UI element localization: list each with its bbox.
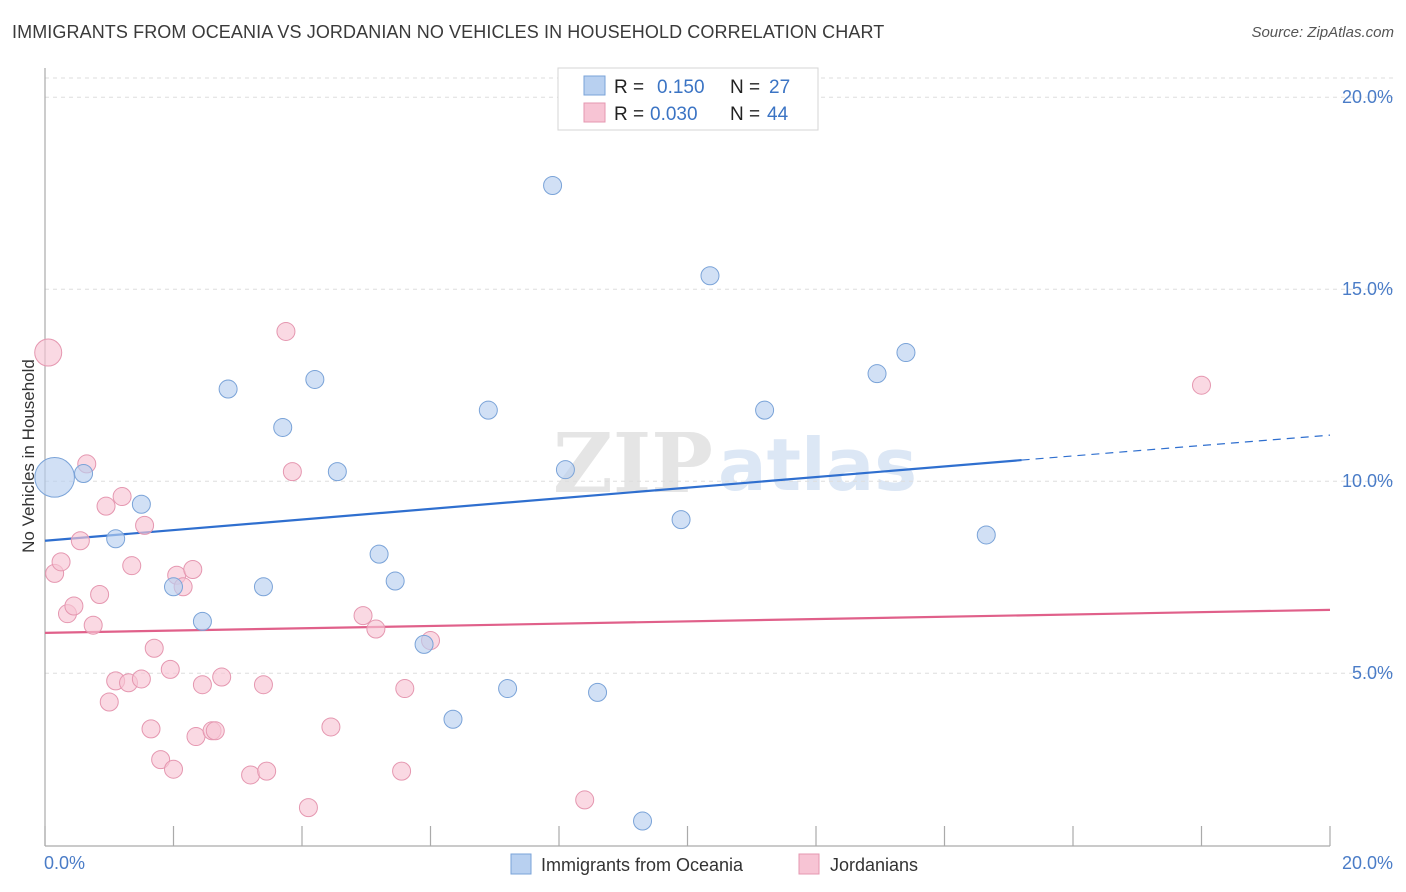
data-point-jordanians — [395, 679, 415, 699]
legend-swatch-pink — [583, 102, 606, 123]
data-point-oceania — [443, 709, 463, 729]
data-point-jordanians — [192, 675, 212, 695]
data-point-oceania — [588, 682, 608, 702]
data-point-jordanians — [257, 761, 277, 781]
y-axis-label: No Vehicles in Household — [19, 359, 38, 553]
data-point-jordanians — [135, 515, 155, 535]
data-point-jordanians — [253, 675, 273, 695]
data-point-jordanians — [99, 692, 119, 712]
data-point-jordanians — [164, 759, 183, 779]
y-tick-label: 5.0% — [1352, 663, 1393, 683]
series-oceania-points — [34, 176, 996, 831]
data-point-jordanians — [366, 619, 386, 639]
legend-swatch-blue — [583, 75, 606, 96]
y-tick-label: 20.0% — [1342, 87, 1393, 107]
data-point-jordanians — [34, 338, 63, 367]
data-point-jordanians — [241, 765, 261, 785]
data-point-oceania — [896, 343, 916, 363]
data-point-jordanians — [212, 667, 232, 687]
data-point-oceania — [164, 577, 183, 597]
legend-n-label-1: N = — [730, 77, 760, 98]
data-point-oceania — [414, 634, 434, 654]
data-point-jordanians — [90, 584, 110, 604]
data-point-jordanians — [96, 496, 116, 516]
data-point-jordanians — [70, 531, 90, 551]
data-point-jordanians — [186, 727, 206, 747]
data-point-jordanians — [83, 615, 103, 635]
source-label: Source: ZipAtlas.com — [1251, 24, 1394, 41]
data-point-jordanians — [183, 560, 203, 580]
trend-line-oceania — [44, 458, 1022, 542]
data-point-oceania — [755, 400, 775, 420]
series-legend: Immigrants from Oceania Jordanians — [510, 853, 918, 875]
legend-r-value-2: 0.030 — [650, 104, 698, 125]
legend-n-value-2: 44 — [767, 104, 789, 125]
data-point-oceania — [976, 525, 996, 545]
data-point-jordanians — [321, 717, 341, 737]
legend-n-label-2: N = — [730, 104, 760, 125]
x-tick-label-min: 0.0% — [44, 853, 85, 873]
legend-r-label-2: R = — [614, 104, 644, 125]
data-point-oceania — [633, 811, 653, 831]
grid-lines — [45, 77, 1393, 674]
bottom-legend-oceania: Immigrants from Oceania — [541, 855, 744, 875]
data-point-oceania — [106, 529, 126, 549]
series-jordanians-points — [34, 321, 1211, 818]
trend-line-oceania-extension — [1021, 434, 1331, 461]
data-point-jordanians — [298, 798, 318, 818]
x-ticks — [44, 826, 1331, 846]
watermark-atlas: atlas — [718, 423, 917, 507]
data-point-oceania — [253, 577, 273, 597]
legend-r-value-1: 0.150 — [657, 77, 705, 98]
data-point-oceania — [327, 462, 347, 482]
data-point-jordanians — [205, 721, 225, 741]
data-point-oceania — [700, 266, 720, 286]
legend-r-label-1: R = — [614, 77, 644, 98]
data-point-oceania — [385, 571, 405, 591]
watermark: ZIP atlas — [553, 416, 917, 512]
y-tick-label: 15.0% — [1342, 279, 1393, 299]
data-point-oceania — [74, 464, 94, 484]
data-point-oceania — [369, 544, 389, 564]
data-point-jordanians — [282, 462, 302, 482]
data-point-jordanians — [575, 790, 595, 810]
stats-legend: R = 0.150 N = 27 R = 0.030 N = 44 — [557, 67, 819, 131]
data-point-oceania — [555, 460, 575, 480]
data-point-oceania — [305, 369, 325, 389]
data-point-oceania — [543, 176, 563, 196]
data-point-oceania — [478, 400, 498, 420]
data-point-oceania — [218, 379, 238, 399]
data-point-jordanians — [151, 750, 171, 770]
data-point-jordanians — [144, 638, 164, 658]
trend-lines — [44, 434, 1331, 634]
data-point-oceania — [192, 611, 212, 631]
bottom-legend-swatch-jordanians — [798, 853, 820, 875]
data-point-jordanians — [160, 659, 180, 679]
data-point-jordanians — [64, 596, 84, 616]
data-point-jordanians — [141, 719, 161, 739]
chart-title: IMMIGRANTS FROM OCEANIA VS JORDANIAN NO … — [12, 22, 885, 42]
data-point-oceania — [671, 510, 691, 530]
y-tick-labels: 5.0% 10.0% 15.0% 20.0% — [1342, 87, 1393, 683]
data-point-jordanians — [1192, 375, 1211, 395]
legend-n-value-1: 27 — [769, 77, 790, 98]
bottom-legend-jordanians: Jordanians — [830, 855, 918, 875]
data-point-jordanians — [131, 669, 151, 689]
y-tick-label: 10.0% — [1342, 471, 1393, 491]
data-point-oceania — [34, 457, 75, 498]
data-point-jordanians — [51, 552, 71, 572]
bottom-legend-swatch-oceania — [510, 853, 532, 875]
data-point-jordanians — [112, 487, 132, 507]
x-tick-label-max: 20.0% — [1342, 853, 1393, 873]
data-point-jordanians — [276, 321, 296, 341]
trend-line-jordanians — [44, 608, 1331, 634]
data-point-jordanians — [353, 606, 373, 626]
data-point-oceania — [273, 417, 293, 437]
data-point-jordanians — [122, 556, 142, 576]
data-point-jordanians — [392, 761, 412, 781]
data-point-oceania — [867, 364, 887, 384]
data-point-oceania — [498, 679, 518, 699]
data-point-oceania — [131, 494, 151, 514]
